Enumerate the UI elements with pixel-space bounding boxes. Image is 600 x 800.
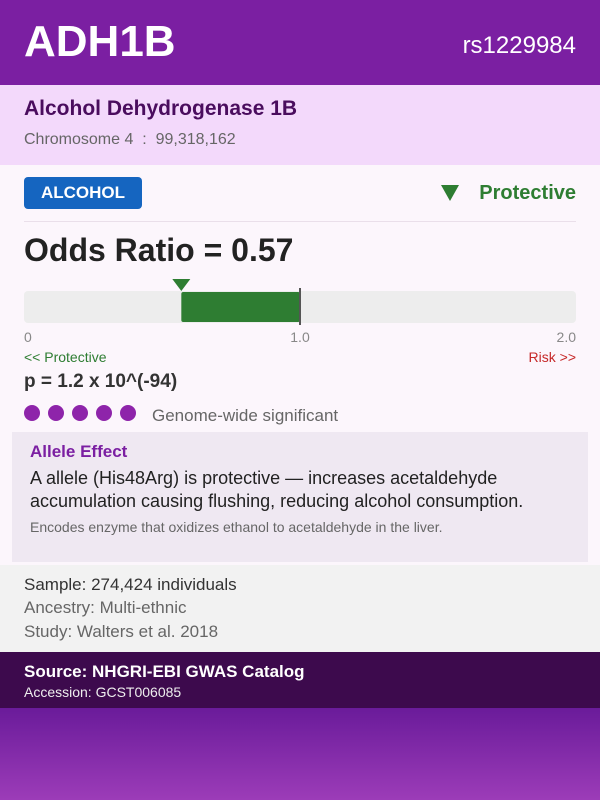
accession: Accession: GCST006085	[24, 684, 182, 700]
significance-dot	[120, 405, 136, 421]
gene-name: Alcohol Dehydrogenase 1B	[24, 97, 298, 120]
separator: :	[142, 131, 147, 148]
gene: ADH1B	[24, 17, 176, 66]
study: Study: Walters et al. 2018	[24, 622, 219, 641]
tick-label: 0	[24, 329, 32, 345]
significance-label: Genome-wide significant	[152, 406, 339, 425]
allele-box	[12, 432, 588, 562]
effect-icon	[441, 185, 459, 201]
significance-dot	[96, 405, 112, 421]
ancestry: Ancestry: Multi-ethnic	[24, 598, 187, 617]
odds-ratio-label: Odds Ratio =	[24, 232, 223, 268]
significance-dot	[24, 405, 40, 421]
protective-label: << Protective	[24, 349, 107, 365]
odds-ratio-bar	[181, 292, 300, 322]
allele-note: Encodes enzyme that oxidizes ethanol to …	[30, 519, 443, 535]
allele-text: accumulation causing flushing, reducing …	[30, 491, 524, 511]
significance-dot	[72, 405, 88, 421]
odds-ratio: Odds Ratio = 0.57	[24, 234, 293, 266]
chromosome-label: Chromosome 4	[24, 131, 134, 148]
footer	[0, 708, 600, 800]
category-badge: ALCOHOL	[24, 177, 142, 209]
odds-ratio-marker	[172, 279, 191, 291]
position: 99,318,162	[155, 131, 236, 148]
significance-dot	[48, 405, 64, 421]
allele-text: A allele (His48Arg) is protective — incr…	[30, 468, 498, 488]
effect: Protective	[479, 182, 576, 204]
risk-label: Risk >>	[528, 349, 576, 365]
odds-ratio-scale: 0 1.0 2.0	[24, 279, 577, 345]
tick-label: 1.0	[290, 329, 310, 345]
subheader	[0, 85, 600, 165]
allele-title: Allele Effect	[30, 442, 128, 461]
header	[0, 0, 600, 85]
odds-ratio-value: 0.57	[231, 232, 294, 268]
divider	[24, 221, 576, 222]
tick-label: 2.0	[557, 329, 577, 345]
study-section	[0, 565, 600, 652]
source-band	[0, 652, 600, 708]
significance-dots	[24, 405, 136, 421]
rsid: rs1229984	[462, 32, 576, 59]
source: Source: NHGRI-EBI GWAS Catalog	[24, 662, 305, 681]
p-value: p = 1.2 x 10^(-94)	[24, 371, 178, 392]
chromosome: Chromosome 4 : 99,318,162	[24, 132, 236, 148]
sample: Sample: 274,424 individuals	[24, 575, 237, 594]
